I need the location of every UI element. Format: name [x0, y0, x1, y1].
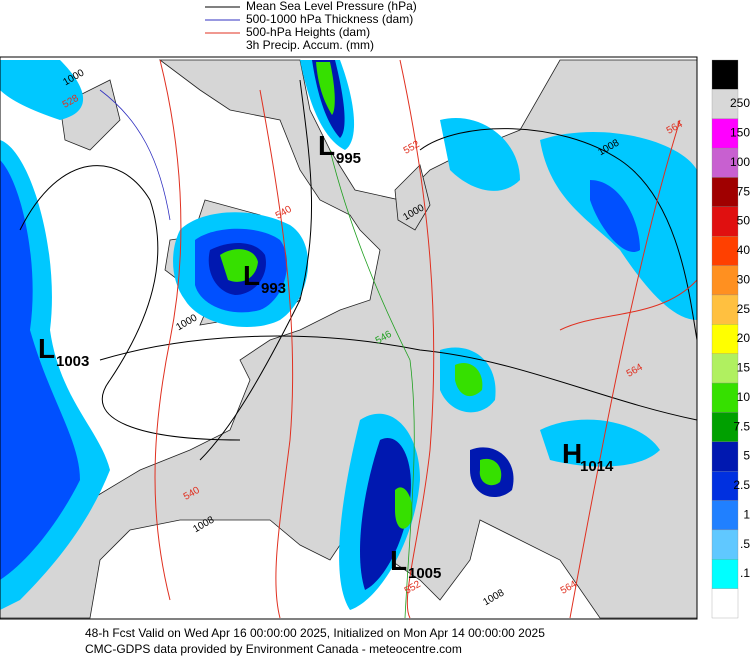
colorbar-swatch: [711, 324, 739, 354]
colorbar: 250 150 100 75 50 40 30 25 20 15 10 7.5 5 2.5 1 .5 .1: [711, 59, 750, 619]
legend-label: 3h Precip. Accum. (mm): [246, 38, 374, 52]
colorbar-swatch: [711, 177, 739, 207]
footer-line: 48-h Fcst Valid on Wed Apr 16 00:00:00 2…: [85, 626, 545, 640]
center-value: 1003: [56, 353, 89, 370]
colorbar-swatch: [711, 412, 739, 442]
colorbar-swatch: [711, 236, 739, 266]
colorbar-label: 10: [737, 390, 750, 404]
pressure-center: L 995: [318, 130, 361, 167]
center-letter: L: [38, 333, 55, 364]
colorbar-label: 25: [737, 302, 750, 316]
precipitation: [0, 60, 697, 610]
center-letter: L: [318, 130, 335, 161]
colorbar-label: 5: [743, 449, 750, 463]
colorbar-swatch: [711, 294, 739, 325]
colorbar-swatch: [711, 118, 739, 149]
colorbar-label: 15: [737, 361, 750, 375]
footer-line: CMC-GDPS data provided by Environment Ca…: [85, 642, 462, 656]
colorbar-label: 20: [737, 331, 750, 345]
legend-label: Mean Sea Level Pressure (hPa): [246, 0, 417, 13]
colorbar-label: .5: [740, 537, 750, 551]
colorbar-swatch: [711, 441, 739, 472]
legend-label: 500-1000 hPa Thickness (dam): [246, 12, 413, 26]
colorbar-label: 50: [737, 214, 750, 228]
legend: Mean Sea Level Pressure (hPa) 500-1000 h…: [205, 0, 417, 52]
colorbar-swatch: [711, 59, 739, 90]
center-value: 995: [336, 150, 361, 167]
colorbar-label: 30: [737, 272, 750, 286]
colorbar-swatch: [711, 500, 739, 531]
colorbar-swatch: [711, 353, 739, 384]
colorbar-swatch: [711, 588, 739, 619]
contours: [19, 59, 698, 619]
colorbar-label: 40: [737, 243, 750, 257]
colorbar-swatch: [711, 265, 739, 296]
colorbar-swatch: [711, 382, 739, 413]
map-frame: [0, 56, 698, 620]
colorbar-label: 2.5: [733, 478, 750, 492]
colorbar-label: 75: [737, 184, 750, 198]
pressure-center: L 993: [243, 260, 286, 297]
center-letter: L: [390, 545, 407, 576]
colorbar-label: 7.5: [733, 419, 750, 433]
colorbar-swatch: [711, 559, 739, 589]
colorbar-swatch: [711, 89, 739, 119]
colorbar-swatch: [711, 529, 739, 560]
colorbar-label: 150: [730, 126, 750, 140]
colorbar-swatch: [711, 471, 739, 501]
colorbar-swatch: [711, 206, 739, 237]
colorbar-label: 250: [730, 96, 750, 110]
colorbar-label: 1: [743, 507, 750, 521]
colorbar-label: 100: [730, 155, 750, 169]
legend-label: 500-hPa Heights (dam): [246, 25, 370, 39]
center-letter: L: [243, 260, 260, 291]
colorbar-label: .1: [740, 566, 750, 580]
center-value: 1005: [408, 565, 441, 582]
center-value: 1014: [580, 458, 614, 475]
center-value: 993: [261, 280, 286, 297]
center-letter: H: [562, 438, 582, 469]
pressure-center: L 1003: [38, 333, 89, 370]
pressure-center: L 1005: [390, 545, 441, 582]
colorbar-swatch: [711, 147, 739, 178]
